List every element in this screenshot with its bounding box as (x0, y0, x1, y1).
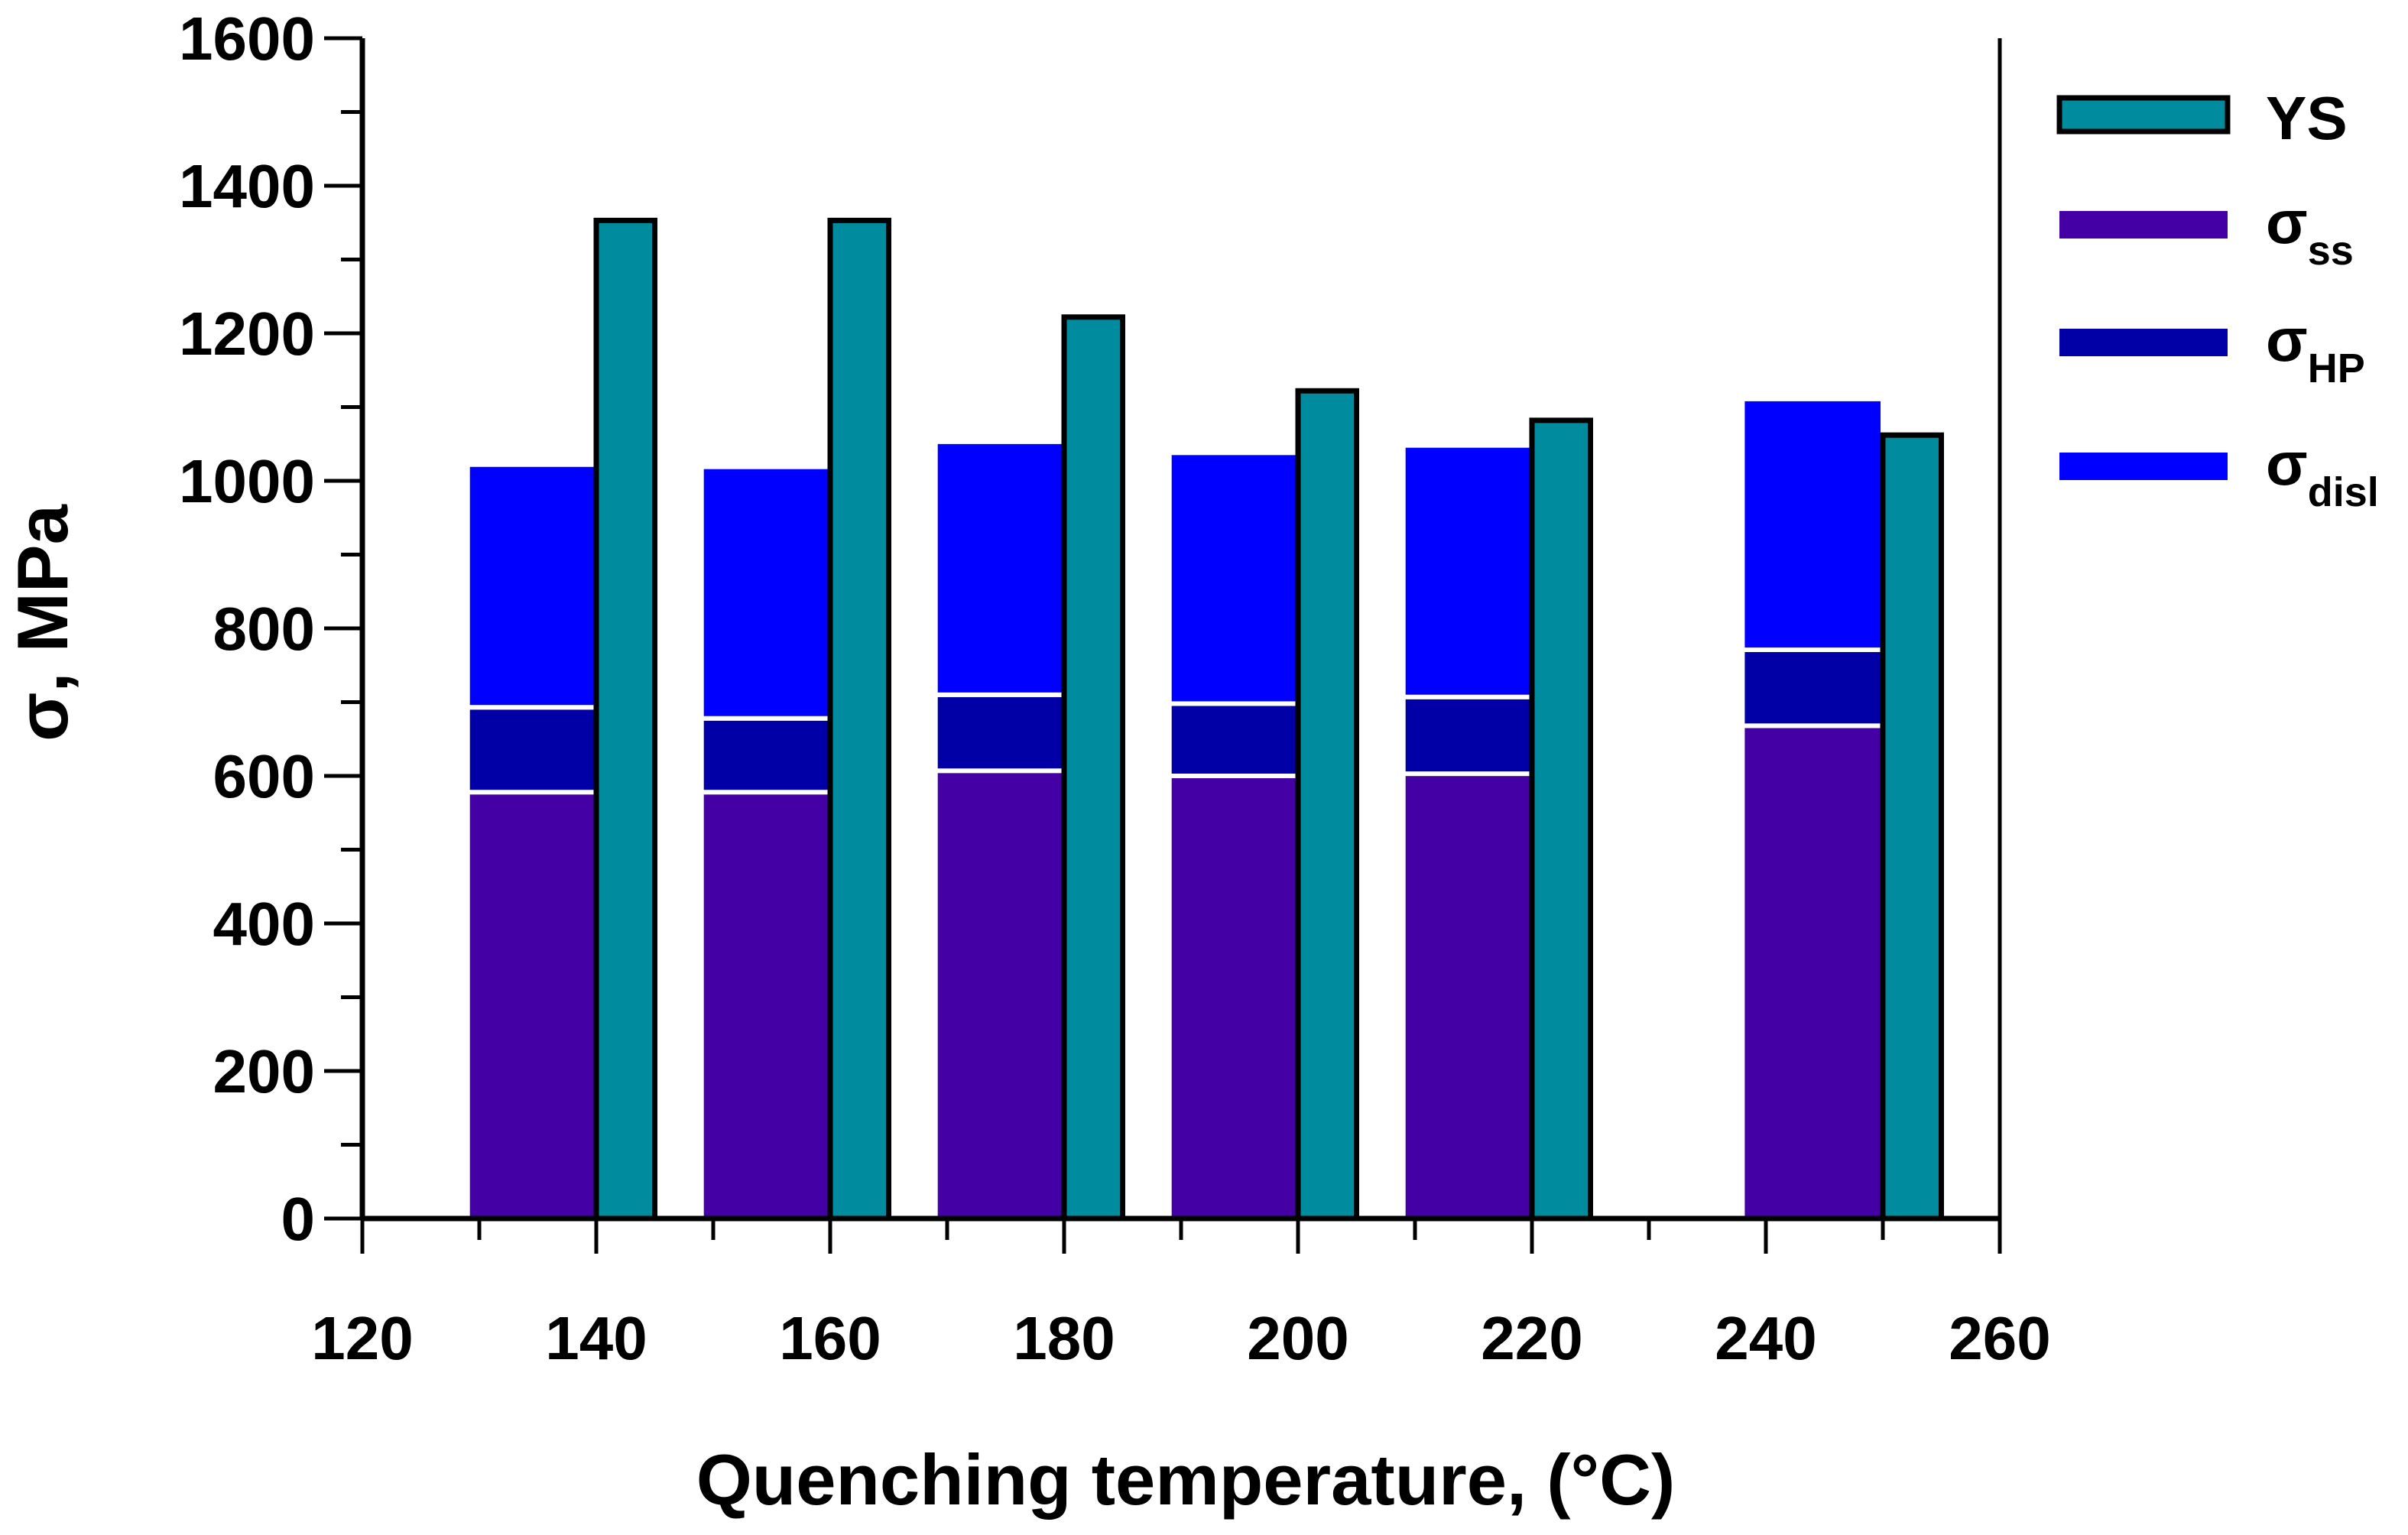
x-tick-label-200: 200 (1247, 1304, 1348, 1372)
bar-ys-180 (1061, 314, 1125, 1222)
bar-disl-250 (1740, 396, 1885, 652)
bar-ss-200 (1167, 774, 1300, 1221)
bar-hp-220 (1400, 694, 1534, 777)
bar-hp-160 (699, 716, 833, 795)
bar-hp-140 (465, 705, 599, 795)
y-tick-label-1000: 1000 (179, 447, 315, 515)
bar-ys-220 (1529, 417, 1593, 1222)
legend-subscript-disl: disl (2308, 469, 2379, 515)
bar-disl-140 (465, 462, 599, 710)
bar-disl-180 (933, 439, 1066, 697)
bar-ss-220 (1400, 771, 1534, 1221)
x-tick-label-180: 180 (1013, 1304, 1115, 1372)
bar-disl-160 (699, 464, 833, 721)
bar-hp-180 (933, 692, 1066, 774)
x-tick-label-220: 220 (1481, 1304, 1582, 1372)
legend-symbol-disl: σ (2266, 430, 2308, 498)
y-tick-label-1400: 1400 (179, 152, 315, 220)
bar-disl-200 (1167, 450, 1300, 706)
bars-layer (465, 217, 1944, 1222)
bar-ss-250 (1740, 723, 1885, 1221)
legend-label-disl: σdisl (2266, 430, 2379, 515)
x-tick-label-140: 140 (545, 1304, 647, 1372)
legend-symbol-ss: σ (2266, 188, 2308, 256)
y-tick-label-400: 400 (213, 890, 315, 958)
y-tick-label-200: 200 (213, 1037, 315, 1105)
bar-ys-140 (593, 217, 657, 1222)
x-axis-title: Quenching temperature, (°C) (696, 1439, 1676, 1520)
legend-swatch-hp (2059, 329, 2228, 356)
y-tick-label-1600: 1600 (179, 5, 315, 73)
y-tick-label-600: 600 (213, 742, 315, 810)
legend-subscript-ss: ss (2308, 228, 2354, 274)
legend: YS σss σHP σdisl (2056, 84, 2379, 515)
y-tick-label-1200: 1200 (179, 300, 315, 368)
bar-ss-160 (699, 790, 833, 1221)
legend-swatch-disl (2059, 453, 2228, 480)
x-tick-label-240: 240 (1715, 1304, 1816, 1372)
bar-disl-220 (1400, 443, 1534, 699)
y-tick-label-0: 0 (281, 1185, 316, 1253)
bar-ss-180 (933, 768, 1066, 1221)
bar-ss-140 (465, 790, 599, 1221)
y-tick-label-800: 800 (213, 595, 315, 663)
y-axis-title: σ, MPa (2, 504, 83, 742)
legend-subscript-hp: HP (2308, 346, 2365, 391)
legend-label-ys: YS (2266, 84, 2348, 152)
bar-hp-250 (1740, 647, 1885, 729)
legend-swatch-ss (2059, 211, 2228, 239)
x-tick-label-120: 120 (311, 1304, 413, 1372)
legend-label-ss: σss (2266, 188, 2354, 274)
x-tick-label-260: 260 (1949, 1304, 2050, 1372)
legend-symbol-hp: σ (2266, 306, 2308, 374)
bar-hp-200 (1167, 701, 1300, 778)
bar-ys-250 (1880, 432, 1944, 1222)
legend-swatch-ys (2056, 95, 2231, 135)
bar-ys-200 (1295, 388, 1359, 1222)
x-tick-label-160: 160 (779, 1304, 881, 1372)
axes-layer: 0 200 400 600 800 1000 1200 1400 1600 120 140 160 18… (179, 5, 2051, 1372)
bar-ys-160 (827, 217, 891, 1222)
legend-label-hp: σHP (2266, 306, 2365, 391)
